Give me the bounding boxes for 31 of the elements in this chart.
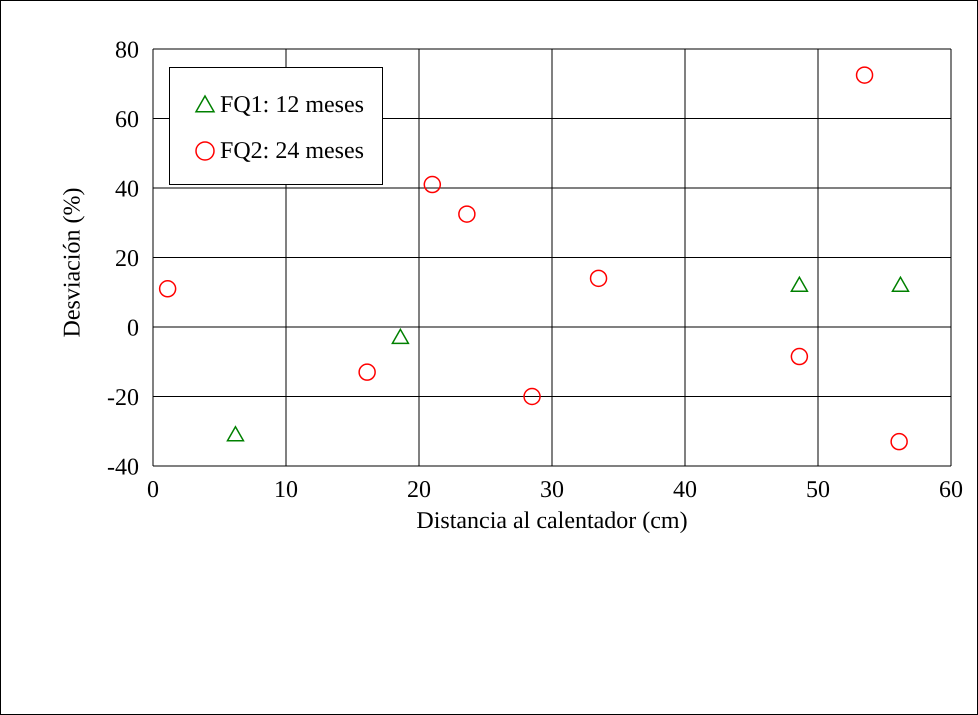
point [590,270,608,288]
x-tick-label: 40 [673,477,697,504]
y-tick-label: 60 [115,107,139,134]
point [890,432,908,450]
point [458,205,476,223]
point [226,426,244,442]
point [158,280,176,298]
point [790,276,808,292]
y-tick-label: 80 [115,38,139,64]
point [358,363,376,381]
x-tick-label: 10 [274,477,298,504]
x-tick-label: 30 [540,477,564,504]
point [424,176,442,194]
x-tick-label: 20 [407,477,431,504]
x-tick-label: 0 [147,477,159,504]
x-axis-title: Distancia al calentador (cm) [416,508,688,534]
y-axis-title: Desviación (%) [60,188,86,338]
point [892,276,910,292]
point [523,388,541,406]
y-tick-label: -40 [107,454,139,481]
legend-label: FQ1: 12 meses [219,91,364,120]
point [392,328,410,344]
point [856,66,874,84]
y-tick-label: 20 [115,246,139,272]
y-tick-label: 0 [127,316,139,342]
x-tick-label: 60 [939,477,963,504]
x-tick-label: 50 [806,477,830,504]
y-tick-label: -20 [107,385,139,412]
legend-label: FQ2: 24 meses [219,137,364,166]
y-tick-label: 40 [115,176,139,203]
point [790,348,808,366]
